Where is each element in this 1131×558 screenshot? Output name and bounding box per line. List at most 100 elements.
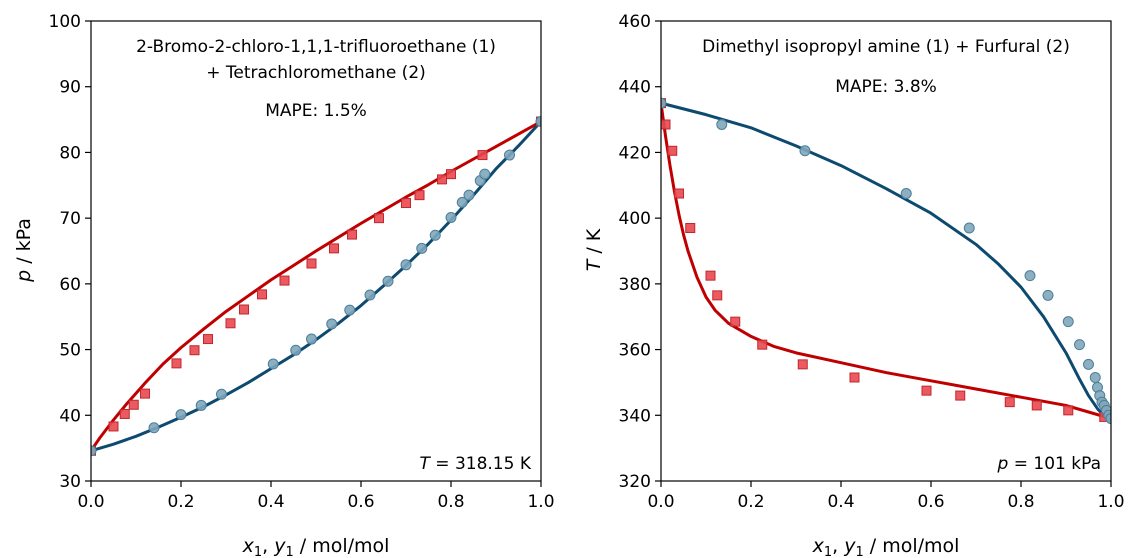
right-y-tick-label: 360 — [619, 341, 651, 361]
left-square-marker — [401, 198, 411, 209]
right-model-curve-red — [661, 102, 1111, 421]
left-model-curve-blue — [91, 120, 541, 453]
right-square-marker — [955, 390, 966, 401]
left-circle-marker — [456, 196, 468, 208]
left-circle-marker — [195, 399, 207, 411]
left-square-marker — [446, 169, 456, 180]
right-y-axis-label: T / K — [583, 228, 605, 271]
right-square-marker — [705, 270, 716, 281]
right-circle-marker — [1042, 289, 1054, 301]
left-circle-marker — [306, 333, 317, 345]
right-circle-marker — [1083, 358, 1094, 370]
right-axes-frame — [660, 20, 1112, 482]
right-x-axis-label: x1, y1 / mol/mol — [812, 535, 960, 558]
right-chart-panel: Dimethyl isopropyl amine (1) + Furfural … — [583, 12, 1125, 558]
right-circle-marker — [799, 145, 811, 157]
right-square-marker — [667, 145, 678, 156]
left-circle-marker — [416, 242, 428, 254]
right-y-tick-label: 380 — [619, 275, 651, 295]
left-y-tick-label: 40 — [59, 406, 81, 426]
left-y-tick-label: 80 — [59, 143, 81, 163]
left-x-tick-label: 0.2 — [167, 492, 194, 512]
left-square-marker — [108, 421, 119, 432]
left-x-axis-label: x1, y1 / mol/mol — [242, 535, 390, 558]
right-y-tick-label: 460 — [619, 12, 651, 32]
right-chart-condition: p = 101 kPa — [997, 454, 1101, 474]
right-circle-marker — [963, 222, 975, 234]
left-y-axis-label: p / kPa — [13, 218, 35, 283]
left-square-marker — [477, 150, 488, 161]
right-square-marker — [1004, 397, 1015, 408]
left-x-tick-label: 1.0 — [527, 492, 554, 512]
left-square-marker — [279, 275, 290, 286]
left-y-tick-label: 50 — [59, 341, 81, 361]
right-circle-marker — [1089, 372, 1101, 383]
right-x-tick-label: 0.4 — [827, 492, 854, 512]
left-chart-title-line-2: + Tetrachloromethane (2) — [206, 63, 426, 83]
left-square-marker — [225, 318, 236, 329]
condition-value: = 101 kPa — [1008, 454, 1101, 474]
right-square-marker — [730, 316, 741, 327]
right-model-curve-blue — [661, 101, 1111, 420]
left-circle-marker — [290, 344, 302, 356]
left-x-tick-label: 0.4 — [257, 492, 284, 512]
right-y-tick-label: 440 — [619, 78, 651, 98]
left-y-tick-label: 70 — [59, 209, 81, 229]
right-square-marker — [849, 372, 860, 383]
left-circle-marker — [344, 304, 356, 316]
left-x-tick-label: 0.0 — [77, 492, 104, 512]
right-x-tick-label: 1.0 — [1097, 492, 1124, 512]
right-circle-marker — [900, 188, 912, 199]
right-x-tick-label: 0.8 — [1007, 492, 1034, 512]
left-square-marker — [189, 345, 200, 356]
right-square-marker — [1063, 405, 1074, 416]
left-circle-marker — [91, 445, 97, 457]
left-square-marker — [347, 229, 357, 240]
right-square-marker — [712, 290, 723, 301]
left-circle-marker — [535, 116, 541, 128]
left-circle-marker — [504, 149, 515, 161]
left-axes-frame — [90, 20, 542, 482]
left-y-tick-label: 100 — [49, 12, 81, 32]
left-y-tick-label: 30 — [59, 472, 81, 492]
left-square-marker — [257, 289, 267, 300]
left-circle-marker — [463, 189, 475, 201]
right-square-marker — [1031, 400, 1042, 411]
left-square-marker — [374, 213, 384, 224]
left-x-tick-label: 0.6 — [347, 492, 374, 512]
left-circle-marker — [216, 388, 227, 400]
left-square-marker — [203, 334, 213, 345]
right-y-tick-label: 420 — [619, 143, 651, 163]
right-x-tick-label: 0.6 — [917, 492, 944, 512]
left-square-marker — [437, 174, 447, 185]
right-circle-marker — [716, 119, 728, 130]
left-circle-marker — [326, 318, 338, 330]
left-square-marker — [329, 243, 339, 254]
right-square-marker — [757, 339, 768, 350]
right-circle-marker — [1105, 413, 1111, 425]
left-square-marker — [171, 358, 182, 369]
right-circle-marker — [1062, 316, 1074, 328]
right-square-marker — [685, 223, 696, 233]
right-circle-marker — [1024, 270, 1036, 282]
right-chart-title: Dimethyl isopropyl amine (1) + Furfural … — [702, 37, 1070, 57]
right-y-tick-label: 400 — [619, 209, 651, 229]
right-circle-marker — [661, 97, 667, 109]
left-circle-marker — [382, 275, 394, 287]
condition-value: = 318.15 K — [430, 454, 532, 474]
right-square-marker — [921, 385, 932, 396]
left-square-marker — [306, 258, 317, 269]
left-circle-marker — [445, 211, 457, 223]
left-chart-panel: 2-Bromo-2-chloro-1,1,1-trifluoroethane (… — [13, 12, 555, 558]
right-chart-mape: MAPE: 3.8% — [835, 77, 937, 97]
right-x-tick-label: 0.0 — [647, 492, 674, 512]
left-chart-mape: MAPE: 1.5% — [265, 101, 367, 121]
left-circle-marker — [400, 259, 412, 271]
right-circle-marker — [1074, 339, 1085, 351]
left-plot-area — [91, 116, 541, 457]
left-circle-marker — [175, 409, 187, 421]
right-square-marker — [661, 119, 671, 130]
condition-variable: p — [997, 454, 1009, 474]
right-square-marker — [797, 359, 808, 370]
